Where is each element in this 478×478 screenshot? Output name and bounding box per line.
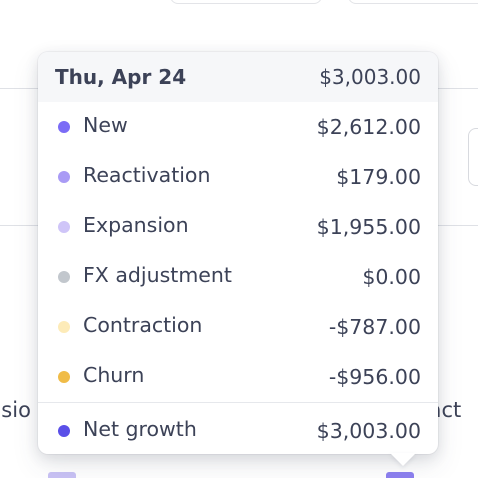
tooltip-row-value: $3,003.00 — [316, 419, 421, 443]
background-filter-pill[interactable] — [348, 0, 478, 4]
background-filter-pill[interactable] — [170, 0, 322, 4]
tooltip-row-label: Churn — [83, 363, 145, 387]
chart-tooltip: Thu, Apr 24 $3,003.00 New $2,612.00 Reac… — [38, 52, 438, 454]
tooltip-row-label: Reactivation — [83, 163, 211, 187]
tooltip-row-label: New — [83, 113, 128, 137]
tooltip-pointer — [390, 453, 416, 466]
tooltip-total: $3,003.00 — [319, 65, 421, 89]
tooltip-row-expansion: Expansion $1,955.00 — [38, 202, 438, 252]
tooltip-row-value: $2,612.00 — [316, 115, 421, 139]
tooltip-row-label: Contraction — [83, 313, 203, 337]
tooltip-row-fx-adjustment: FX adjustment $0.00 — [38, 252, 438, 302]
background-legend-label: nsio — [0, 398, 31, 422]
tooltip-row-reactivation: Reactivation $179.00 — [38, 152, 438, 202]
tooltip-header: Thu, Apr 24 $3,003.00 — [38, 52, 438, 102]
background-legend-swatch — [48, 472, 76, 478]
background-legend-swatch — [386, 472, 414, 478]
tooltip-row-value: $0.00 — [362, 265, 421, 289]
tooltip-row-value: -$956.00 — [328, 365, 421, 389]
background-side-button[interactable] — [468, 128, 478, 186]
tooltip-row-value: -$787.00 — [328, 315, 421, 339]
tooltip-row-label: FX adjustment — [83, 263, 232, 287]
tooltip-row-label: Net growth — [83, 417, 197, 441]
series-dot-icon — [58, 371, 70, 383]
series-dot-icon — [58, 425, 70, 437]
tooltip-row-contraction: Contraction -$787.00 — [38, 302, 438, 352]
tooltip-row-churn: Churn -$956.00 — [38, 352, 438, 402]
tooltip-row-value: $1,955.00 — [316, 215, 421, 239]
series-dot-icon — [58, 171, 70, 183]
tooltip-row-new: New $2,612.00 — [38, 102, 438, 152]
tooltip-date: Thu, Apr 24 — [55, 65, 187, 89]
series-dot-icon — [58, 271, 70, 283]
tooltip-divider — [38, 402, 438, 403]
series-dot-icon — [58, 221, 70, 233]
tooltip-row-value: $179.00 — [336, 165, 421, 189]
series-dot-icon — [58, 121, 70, 133]
tooltip-row-net-growth: Net growth $3,003.00 — [38, 406, 438, 454]
series-dot-icon — [58, 321, 70, 333]
tooltip-row-label: Expansion — [83, 213, 189, 237]
